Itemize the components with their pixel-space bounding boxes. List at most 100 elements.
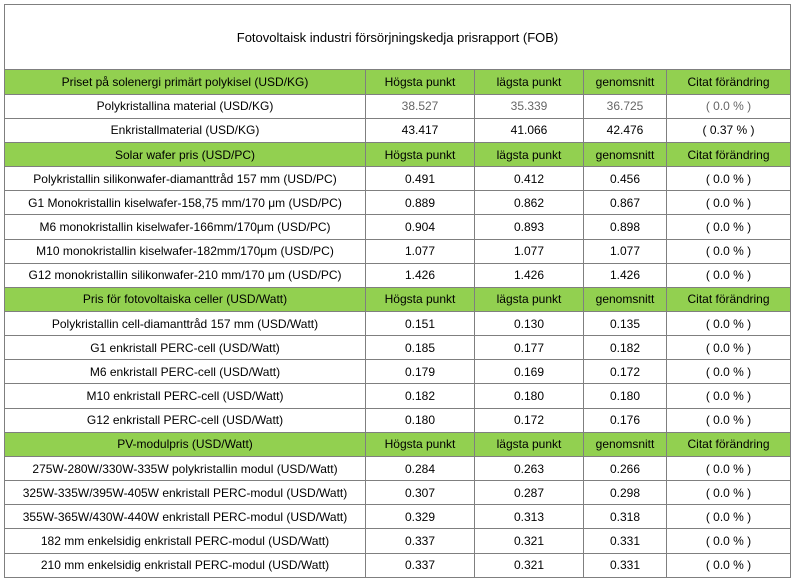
change-value: ( 0.0 % ) bbox=[665, 359, 792, 385]
average-value: 0.898 bbox=[583, 214, 667, 240]
price-report-body: Fotovoltaisk industri försörjningskedja … bbox=[3, 3, 792, 579]
table-row: 182 mm enkelsidig enkristall PERC-modul … bbox=[4, 528, 792, 554]
highest-value: 0.284 bbox=[365, 455, 475, 482]
table-row: M10 monokristallin kiselwafer-182mm/170μ… bbox=[4, 238, 792, 264]
change-value: ( 0.0 % ) bbox=[665, 93, 792, 119]
lowest-value: 0.130 bbox=[474, 311, 584, 337]
average-value: 0.331 bbox=[583, 528, 667, 554]
section-header-row: Solar wafer pris (USD/PC) Högsta punkt läg… bbox=[4, 141, 792, 168]
product-label: 325W-335W/395W-405W enkristall PERC-modu… bbox=[4, 480, 366, 506]
lowest-value: 0.893 bbox=[474, 214, 584, 240]
table-row: G1 Monokristallin kiselwafer-158,75 mm/1… bbox=[4, 190, 792, 216]
average-value: 0.172 bbox=[583, 359, 667, 385]
report-title: Fotovoltaisk industri försörjningskedja … bbox=[3, 3, 792, 71]
column-header-highest: Högsta punkt bbox=[365, 431, 475, 457]
column-header-highest: Högsta punkt bbox=[365, 141, 475, 168]
change-value: ( 0.0 % ) bbox=[665, 480, 792, 506]
lowest-value: 0.169 bbox=[474, 359, 584, 385]
highest-value: 0.889 bbox=[365, 190, 475, 216]
lowest-value: 0.172 bbox=[474, 407, 584, 433]
average-value: 1.426 bbox=[583, 262, 667, 288]
product-label: 275W-280W/330W-335W polykristallin modul… bbox=[4, 455, 366, 482]
lowest-value: 0.177 bbox=[474, 335, 584, 361]
highest-value: 43.417 bbox=[365, 117, 475, 143]
table-row: Polykristallin cell-diamanttråd 157 mm (… bbox=[4, 311, 792, 337]
table-row: G12 enkristall PERC-cell (USD/Watt) 0.180… bbox=[4, 407, 792, 433]
highest-value: 0.329 bbox=[365, 504, 475, 530]
column-header-change: Citat förändring bbox=[665, 141, 792, 168]
change-value: ( 0.0 % ) bbox=[665, 528, 792, 554]
change-value: ( 0.0 % ) bbox=[665, 552, 792, 579]
change-value: ( 0.0 % ) bbox=[665, 504, 792, 530]
table-row: Enkristallmaterial (USD/KG) 43.417 41.066 4… bbox=[4, 117, 792, 143]
lowest-value: 35.339 bbox=[474, 93, 584, 119]
product-label: 182 mm enkelsidig enkristall PERC-modul … bbox=[4, 528, 366, 554]
table-row: G12 monokristallin silikonwafer-210 mm/1… bbox=[4, 262, 792, 288]
column-header-lowest: lägsta punkt bbox=[474, 69, 584, 95]
column-header-highest: Högsta punkt bbox=[365, 69, 475, 95]
lowest-value: 1.077 bbox=[474, 238, 584, 264]
average-value: 0.867 bbox=[583, 190, 667, 216]
product-label: Polykristallina material (USD/KG) bbox=[4, 93, 366, 119]
column-header-average: genomsnitt bbox=[583, 69, 667, 95]
table-row: Polykristallina material (USD/KG) 38.527 3… bbox=[4, 93, 792, 119]
column-header-average: genomsnitt bbox=[583, 431, 667, 457]
highest-value: 0.337 bbox=[365, 528, 475, 554]
highest-value: 0.151 bbox=[365, 311, 475, 337]
column-header-average: genomsnitt bbox=[583, 286, 667, 313]
average-value: 0.298 bbox=[583, 480, 667, 506]
average-value: 0.318 bbox=[583, 504, 667, 530]
lowest-value: 0.313 bbox=[474, 504, 584, 530]
product-label: Polykristallin cell-diamanttråd 157 mm (… bbox=[4, 311, 366, 337]
product-label: Enkristallmaterial (USD/KG) bbox=[4, 117, 366, 143]
product-label: G1 enkristall PERC-cell (USD/Watt) bbox=[4, 335, 366, 361]
product-label: G12 monokristallin silikonwafer-210 mm/1… bbox=[4, 262, 366, 288]
lowest-value: 0.321 bbox=[474, 552, 584, 579]
change-value: ( 0.0 % ) bbox=[665, 190, 792, 216]
average-value: 0.266 bbox=[583, 455, 667, 482]
product-label: G12 enkristall PERC-cell (USD/Watt) bbox=[4, 407, 366, 433]
section-header-row: Priset på solenergi primärt polykisel (U… bbox=[4, 69, 792, 95]
column-header-lowest: lägsta punkt bbox=[474, 141, 584, 168]
average-value: 1.077 bbox=[583, 238, 667, 264]
highest-value: 0.904 bbox=[365, 214, 475, 240]
table-row: 325W-335W/395W-405W enkristall PERC-modu… bbox=[4, 480, 792, 506]
product-label: M6 monokristallin kiselwafer-166mm/170μm… bbox=[4, 214, 366, 240]
column-header-lowest: lägsta punkt bbox=[474, 286, 584, 313]
column-header-lowest: lägsta punkt bbox=[474, 431, 584, 457]
price-report-table: Fotovoltaisk industri försörjningskedja … bbox=[3, 3, 792, 579]
highest-value: 0.179 bbox=[365, 359, 475, 385]
average-value: 0.180 bbox=[583, 383, 667, 409]
lowest-value: 0.321 bbox=[474, 528, 584, 554]
change-value: ( 0.0 % ) bbox=[665, 166, 792, 192]
report-title-row: Fotovoltaisk industri försörjningskedja … bbox=[3, 3, 792, 71]
column-header-highest: Högsta punkt bbox=[365, 286, 475, 313]
section-title: Solar wafer pris (USD/PC) bbox=[4, 141, 366, 168]
lowest-value: 0.287 bbox=[474, 480, 584, 506]
highest-value: 0.182 bbox=[365, 383, 475, 409]
table-row: M6 monokristallin kiselwafer-166mm/170μm… bbox=[4, 214, 792, 240]
column-header-change: Citat förändring bbox=[665, 431, 792, 457]
lowest-value: 0.263 bbox=[474, 455, 584, 482]
change-value: ( 0.37 % ) bbox=[665, 117, 792, 143]
highest-value: 1.077 bbox=[365, 238, 475, 264]
highest-value: 0.337 bbox=[365, 552, 475, 579]
lowest-value: 0.862 bbox=[474, 190, 584, 216]
lowest-value: 0.180 bbox=[474, 383, 584, 409]
table-row: Polykristallin silikonwafer-diamanttråd … bbox=[4, 166, 792, 192]
change-value: ( 0.0 % ) bbox=[665, 238, 792, 264]
table-row: 210 mm enkelsidig enkristall PERC-modul … bbox=[4, 552, 792, 579]
highest-value: 0.185 bbox=[365, 335, 475, 361]
change-value: ( 0.0 % ) bbox=[665, 214, 792, 240]
column-header-change: Citat förändring bbox=[665, 69, 792, 95]
average-value: 0.456 bbox=[583, 166, 667, 192]
table-row: G1 enkristall PERC-cell (USD/Watt) 0.185 0… bbox=[4, 335, 792, 361]
product-label: G1 Monokristallin kiselwafer-158,75 mm/1… bbox=[4, 190, 366, 216]
section-title: Priset på solenergi primärt polykisel (U… bbox=[4, 69, 366, 95]
highest-value: 38.527 bbox=[365, 93, 475, 119]
table-row: 275W-280W/330W-335W polykristallin modul… bbox=[4, 455, 792, 482]
product-label: M10 monokristallin kiselwafer-182mm/170μ… bbox=[4, 238, 366, 264]
average-value: 0.331 bbox=[583, 552, 667, 579]
highest-value: 0.307 bbox=[365, 480, 475, 506]
lowest-value: 0.412 bbox=[474, 166, 584, 192]
